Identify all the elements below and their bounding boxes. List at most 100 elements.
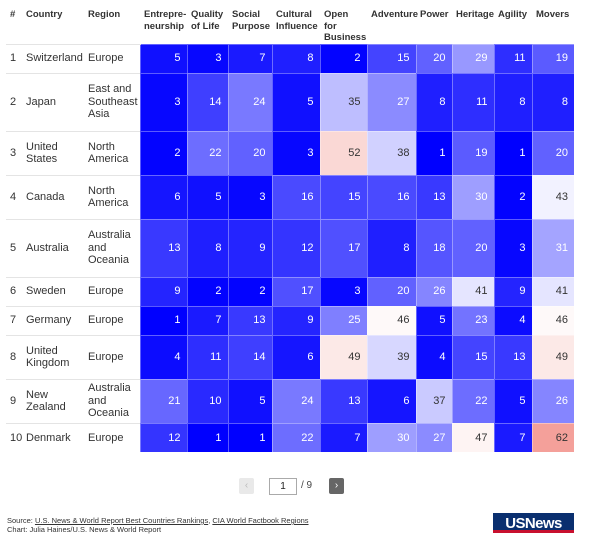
cell-score: 6 [139,174,187,219]
cell-rank: 10 [6,422,22,452]
cell-score: 8 [366,218,416,277]
column-header-metric[interactable]: Heritage [452,6,494,44]
cell-score: 9 [139,276,187,306]
cell-score: 5 [139,43,187,73]
cell-score: 13 [139,218,187,277]
cell-score: 30 [366,422,416,452]
rankings-table: # Country Region Entrepre-neurship Qualit… [6,6,574,452]
column-header-metric[interactable]: Social Purpose [228,6,272,44]
cell-score: 39 [366,334,416,379]
next-page-button[interactable]: › [329,478,344,494]
cell-score: 4 [139,334,187,379]
column-header-line: of Life [191,20,220,32]
logo-stripe [493,530,574,533]
cell-score: 7 [186,305,228,335]
cell-score: 14 [186,72,228,131]
column-header-region[interactable]: Region [88,9,121,20]
cell-score: 20 [227,130,272,175]
cell-score: 52 [319,130,367,175]
cell-score: 21 [139,378,187,423]
source-separator: , [208,516,213,525]
cell-country: Germany [22,305,84,335]
cell-rank: 2 [6,72,22,131]
source-label: Source: [7,516,35,525]
cell-rank: 7 [6,305,22,335]
cell-score: 13 [227,305,272,335]
column-header-metric[interactable]: Cultural Influence [272,6,320,44]
cell-score: 26 [415,276,452,306]
table-row: 10 Denmark Europe 12 1 1 22 7 30 27 47 7 62 [6,422,574,452]
cell-score: 7 [227,43,272,73]
column-header-line: Open for [324,9,349,32]
cell-score: 4 [415,334,452,379]
column-header-line: Purpose [232,20,271,32]
page-number-input[interactable]: 1 [269,478,297,495]
page-total: / 9 [301,480,313,491]
cell-score: 20 [531,130,574,175]
cell-score: 38 [366,130,416,175]
cell-score: 19 [451,130,494,175]
cell-score: 8 [415,72,452,131]
cell-score: 7 [319,422,367,452]
cell-region: Europe [84,334,140,379]
cell-score: 20 [451,218,494,277]
cell-region: East and Southeast Asia [84,72,140,131]
cell-score: 1 [227,422,272,452]
cell-score: 11 [186,334,228,379]
column-header-country[interactable]: Country [26,9,63,20]
cell-score: 24 [271,378,320,423]
cell-score: 4 [493,305,532,335]
cell-score: 14 [227,334,272,379]
cell-rank: 6 [6,276,22,306]
chart-credit: Chart: Julia Haines/U.S. News & World Re… [7,525,162,534]
cell-score: 31 [531,218,574,277]
column-header-metric[interactable]: Open for Business [320,6,367,44]
cell-score: 27 [415,422,452,452]
table-row: 9 New Zealand Australia and Oceania 21 10 5 24… [6,378,574,423]
cell-score: 6 [271,334,320,379]
table-row: 4 Canada North America 6 5 3 16 15 16 13 30 2 43 [6,174,574,219]
source-link-cia-factbook[interactable]: CIA World Factbook Regions [212,516,309,525]
cell-score: 43 [531,174,574,219]
column-header-metric[interactable]: Movers [532,6,574,44]
column-header-line: Heritage [456,9,495,20]
cell-region: Europe [84,43,140,73]
column-header-metric[interactable]: Entrepre-neurship [140,6,187,44]
cell-score: 18 [415,218,452,277]
cell-score: 16 [366,174,416,219]
cell-score: 49 [531,334,574,379]
column-header-rank[interactable]: # [10,9,16,20]
source-link-best-countries[interactable]: U.S. News & World Report Best Countries … [34,516,209,525]
column-header-line: Adventure [371,9,418,20]
cell-score: 22 [271,422,320,452]
chevron-left-icon: ‹ [244,480,249,491]
table-row: 1 Switzerland Europe 5 3 7 8 2 15 20 29 11 19 [6,43,574,73]
source-line: Source: U.S. News & World Report Best Co… [7,516,309,525]
column-header-line: Power [420,9,449,20]
cell-score: 41 [531,276,574,306]
cell-country: United States [22,130,84,175]
prev-page-button[interactable]: ‹ [239,478,254,494]
cell-score: 8 [531,72,574,131]
cell-score: 12 [139,422,187,452]
cell-rank: 4 [6,174,22,219]
cell-score: 11 [451,72,494,131]
cell-score: 30 [451,174,494,219]
column-header-metric[interactable]: Adventure [367,6,418,44]
cell-score: 13 [493,334,532,379]
cell-rank: 5 [6,218,22,277]
column-header-metric[interactable]: Power [416,6,452,44]
cell-score: 9 [271,305,320,335]
column-header-line: Agility [498,9,528,20]
cell-score: 3 [227,174,272,219]
cell-score: 8 [186,218,228,277]
column-header-metric[interactable]: Agility [494,6,532,44]
cell-country: Switzerland [22,43,84,73]
cell-score: 9 [227,218,272,277]
cell-score: 13 [415,174,452,219]
footer: Source: U.S. News & World Report Best Co… [7,516,309,534]
column-header-metric[interactable]: Quality of Life [187,6,228,44]
cell-country: Sweden [22,276,84,306]
table-row: 6 Sweden Europe 9 2 2 17 3 20 26 41 9 41 [6,276,574,306]
usnews-logo[interactable]: USNews [493,513,574,533]
